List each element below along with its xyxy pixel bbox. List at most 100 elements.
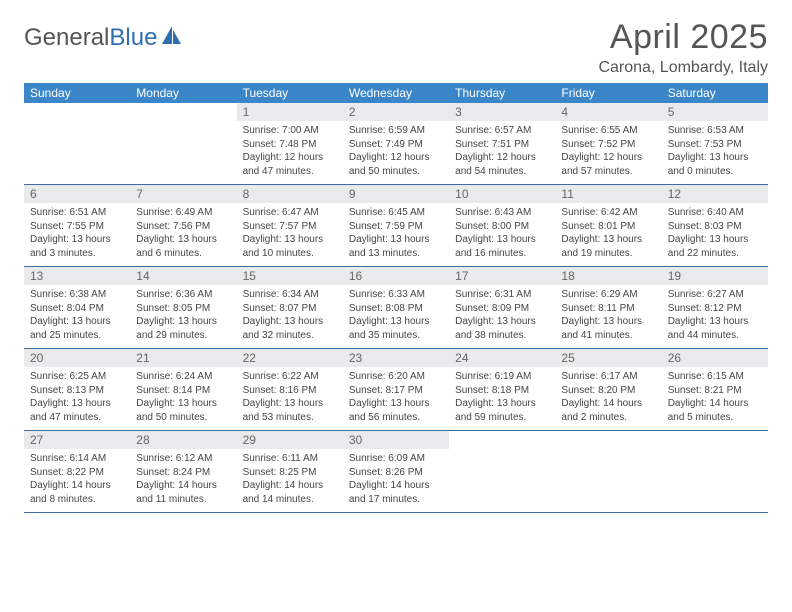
- day-details: Sunrise: 6:17 AMSunset: 8:20 PMDaylight:…: [555, 367, 661, 430]
- sunrise: Sunrise: 6:17 AM: [561, 370, 655, 384]
- day-number: 19: [662, 267, 768, 285]
- daylight: Daylight: 14 hours and 14 minutes.: [243, 479, 337, 506]
- sunset: Sunset: 8:18 PM: [455, 384, 549, 398]
- sunset: Sunset: 7:51 PM: [455, 138, 549, 152]
- day-cell: 17Sunrise: 6:31 AMSunset: 8:09 PMDayligh…: [449, 267, 555, 348]
- daylight: Daylight: 14 hours and 8 minutes.: [30, 479, 124, 506]
- logo: GeneralBlue: [24, 18, 183, 52]
- day-cell: [24, 103, 130, 184]
- day-number: 9: [343, 185, 449, 203]
- daylight: Daylight: 13 hours and 56 minutes.: [349, 397, 443, 424]
- location: Carona, Lombardy, Italy: [598, 59, 768, 77]
- day-number: 14: [130, 267, 236, 285]
- day-number: 10: [449, 185, 555, 203]
- sunrise: Sunrise: 6:25 AM: [30, 370, 124, 384]
- daylight: Daylight: 14 hours and 5 minutes.: [668, 397, 762, 424]
- daylight: Daylight: 13 hours and 41 minutes.: [561, 315, 655, 342]
- sunrise: Sunrise: 6:19 AM: [455, 370, 549, 384]
- sunrise: Sunrise: 6:49 AM: [136, 206, 230, 220]
- day-number: 26: [662, 349, 768, 367]
- day-details: Sunrise: 6:34 AMSunset: 8:07 PMDaylight:…: [237, 285, 343, 348]
- day-details: Sunrise: 6:25 AMSunset: 8:13 PMDaylight:…: [24, 367, 130, 430]
- sunrise: Sunrise: 6:47 AM: [243, 206, 337, 220]
- daylight: Daylight: 13 hours and 47 minutes.: [30, 397, 124, 424]
- sunset: Sunset: 8:08 PM: [349, 302, 443, 316]
- daylight: Daylight: 14 hours and 17 minutes.: [349, 479, 443, 506]
- day-cell: [662, 431, 768, 512]
- header: GeneralBlue April 2025 Carona, Lombardy,…: [24, 18, 768, 77]
- sunrise: Sunrise: 6:27 AM: [668, 288, 762, 302]
- day-cell: 8Sunrise: 6:47 AMSunset: 7:57 PMDaylight…: [237, 185, 343, 266]
- day-number: 16: [343, 267, 449, 285]
- sunset: Sunset: 7:53 PM: [668, 138, 762, 152]
- month-title: April 2025: [598, 18, 768, 57]
- day-number: 8: [237, 185, 343, 203]
- sunset: Sunset: 8:04 PM: [30, 302, 124, 316]
- sunset: Sunset: 8:11 PM: [561, 302, 655, 316]
- daylight: Daylight: 13 hours and 13 minutes.: [349, 233, 443, 260]
- day-number: 17: [449, 267, 555, 285]
- sunset: Sunset: 8:24 PM: [136, 466, 230, 480]
- day-details: Sunrise: 6:59 AMSunset: 7:49 PMDaylight:…: [343, 121, 449, 184]
- sunset: Sunset: 8:17 PM: [349, 384, 443, 398]
- day-cell: 21Sunrise: 6:24 AMSunset: 8:14 PMDayligh…: [130, 349, 236, 430]
- day-details: Sunrise: 6:57 AMSunset: 7:51 PMDaylight:…: [449, 121, 555, 184]
- sunrise: Sunrise: 6:15 AM: [668, 370, 762, 384]
- sunrise: Sunrise: 6:22 AM: [243, 370, 337, 384]
- dayhead: Friday: [555, 83, 661, 103]
- day-cell: 4Sunrise: 6:55 AMSunset: 7:52 PMDaylight…: [555, 103, 661, 184]
- day-cell: [555, 431, 661, 512]
- sunset: Sunset: 8:12 PM: [668, 302, 762, 316]
- sunrise: Sunrise: 6:31 AM: [455, 288, 549, 302]
- day-details: Sunrise: 6:20 AMSunset: 8:17 PMDaylight:…: [343, 367, 449, 430]
- day-number: 1: [237, 103, 343, 121]
- daylight: Daylight: 14 hours and 11 minutes.: [136, 479, 230, 506]
- sunset: Sunset: 7:48 PM: [243, 138, 337, 152]
- daylight: Daylight: 13 hours and 25 minutes.: [30, 315, 124, 342]
- sunrise: Sunrise: 6:29 AM: [561, 288, 655, 302]
- day-number: 27: [24, 431, 130, 449]
- day-cell: 30Sunrise: 6:09 AMSunset: 8:26 PMDayligh…: [343, 431, 449, 512]
- day-details: Sunrise: 6:09 AMSunset: 8:26 PMDaylight:…: [343, 449, 449, 512]
- dayhead: Wednesday: [343, 83, 449, 103]
- day-cell: 18Sunrise: 6:29 AMSunset: 8:11 PMDayligh…: [555, 267, 661, 348]
- day-number: 18: [555, 267, 661, 285]
- weeks-container: 1Sunrise: 7:00 AMSunset: 7:48 PMDaylight…: [24, 103, 768, 513]
- day-details: Sunrise: 6:53 AMSunset: 7:53 PMDaylight:…: [662, 121, 768, 184]
- day-cell: 23Sunrise: 6:20 AMSunset: 8:17 PMDayligh…: [343, 349, 449, 430]
- day-details: Sunrise: 6:29 AMSunset: 8:11 PMDaylight:…: [555, 285, 661, 348]
- day-cell: [449, 431, 555, 512]
- day-number: 7: [130, 185, 236, 203]
- daylight: Daylight: 13 hours and 16 minutes.: [455, 233, 549, 260]
- day-cell: 3Sunrise: 6:57 AMSunset: 7:51 PMDaylight…: [449, 103, 555, 184]
- sunrise: Sunrise: 6:33 AM: [349, 288, 443, 302]
- day-cell: 7Sunrise: 6:49 AMSunset: 7:56 PMDaylight…: [130, 185, 236, 266]
- sunrise: Sunrise: 6:24 AM: [136, 370, 230, 384]
- day-number: 6: [24, 185, 130, 203]
- sunrise: Sunrise: 6:53 AM: [668, 124, 762, 138]
- daylight: Daylight: 13 hours and 19 minutes.: [561, 233, 655, 260]
- day-details: Sunrise: 6:43 AMSunset: 8:00 PMDaylight:…: [449, 203, 555, 266]
- week-row: 27Sunrise: 6:14 AMSunset: 8:22 PMDayligh…: [24, 431, 768, 513]
- day-cell: 1Sunrise: 7:00 AMSunset: 7:48 PMDaylight…: [237, 103, 343, 184]
- day-cell: 2Sunrise: 6:59 AMSunset: 7:49 PMDaylight…: [343, 103, 449, 184]
- day-details: Sunrise: 6:19 AMSunset: 8:18 PMDaylight:…: [449, 367, 555, 430]
- day-details: Sunrise: 6:51 AMSunset: 7:55 PMDaylight:…: [24, 203, 130, 266]
- dayhead-row: SundayMondayTuesdayWednesdayThursdayFrid…: [24, 83, 768, 103]
- daylight: Daylight: 13 hours and 44 minutes.: [668, 315, 762, 342]
- daylight: Daylight: 13 hours and 59 minutes.: [455, 397, 549, 424]
- sunrise: Sunrise: 6:34 AM: [243, 288, 337, 302]
- day-details: Sunrise: 7:00 AMSunset: 7:48 PMDaylight:…: [237, 121, 343, 184]
- logo-text-left: General: [24, 24, 109, 52]
- day-number: 12: [662, 185, 768, 203]
- week-row: 6Sunrise: 6:51 AMSunset: 7:55 PMDaylight…: [24, 185, 768, 267]
- day-cell: 20Sunrise: 6:25 AMSunset: 8:13 PMDayligh…: [24, 349, 130, 430]
- sunset: Sunset: 7:55 PM: [30, 220, 124, 234]
- day-number: 23: [343, 349, 449, 367]
- daylight: Daylight: 12 hours and 54 minutes.: [455, 151, 549, 178]
- daylight: Daylight: 13 hours and 32 minutes.: [243, 315, 337, 342]
- day-cell: 9Sunrise: 6:45 AMSunset: 7:59 PMDaylight…: [343, 185, 449, 266]
- daylight: Daylight: 13 hours and 53 minutes.: [243, 397, 337, 424]
- sunset: Sunset: 8:16 PM: [243, 384, 337, 398]
- day-number: 13: [24, 267, 130, 285]
